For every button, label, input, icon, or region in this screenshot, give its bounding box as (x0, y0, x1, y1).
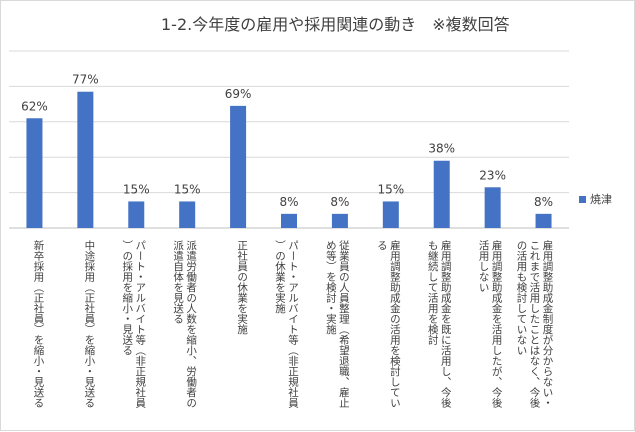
bar (433, 160, 450, 228)
category-label: パート・アルバイト等（非正規社員 (287, 240, 299, 409)
category-label: 正社員の休業を実施 (236, 240, 248, 335)
category-label: 新卒採用（正社員）を縮小・見送る (32, 239, 44, 408)
category-label: 派遣自体を見送る (172, 240, 184, 324)
data-label: 15% (377, 182, 404, 196)
category-label: 中途採用（正社員）を縮小・見送る (83, 239, 95, 408)
data-label: 15% (174, 182, 201, 196)
data-label: 77% (72, 73, 99, 87)
bar (331, 213, 348, 228)
bar (281, 213, 297, 228)
data-label: 69% (225, 87, 252, 101)
data-label: 38% (428, 142, 455, 156)
category-label: め等）を検討・実施 (325, 240, 337, 335)
data-label: 8% (330, 195, 349, 209)
bar (382, 201, 399, 228)
category-label: これまで活用したことはなく、今後 (529, 240, 541, 408)
bar (484, 187, 501, 228)
category-label: 雇用調整助成金を既に活用し、今後 (440, 239, 452, 408)
legend-swatch (579, 195, 586, 203)
category-label: パート・アルバイト等（非正規社員 (134, 240, 146, 409)
category-label: も継続して活用を検討 (427, 240, 439, 346)
data-label: 8% (279, 195, 298, 209)
data-label: 23% (479, 168, 506, 182)
category-label: ）の採用を縮小・見送る (121, 240, 133, 356)
category-label: 派遣労働者の人数を縮小、労働者の (185, 240, 197, 408)
bar (179, 201, 196, 228)
bar (535, 213, 552, 228)
category-label: の活用も検討していない (516, 240, 528, 356)
bar (128, 201, 145, 228)
category-label: 雇用調整助成金制度が分からない・ (542, 239, 554, 408)
category-label: 活用しない (478, 240, 490, 293)
data-label: 62% (21, 99, 48, 113)
data-label: 8% (534, 195, 553, 209)
category-label: 従業員の人員整理（希望退職、雇止 (338, 239, 350, 408)
data-label: 15% (123, 182, 150, 196)
bar (77, 91, 94, 229)
bar (26, 118, 43, 228)
chart-title: 1-2.今年度の雇用や採用関連の動き ※複数回答 (161, 15, 510, 34)
bar (230, 105, 247, 228)
category-label: る (376, 240, 388, 251)
legend: 焼津 (579, 191, 612, 207)
category-label: 雇用調整助成金を活用したが、今後 (491, 239, 503, 408)
category-label: 雇用調整助成金の活用を検討してい (389, 239, 401, 408)
category-label: ）の休業を実施 (274, 240, 286, 314)
legend-label: 焼津 (590, 193, 612, 206)
